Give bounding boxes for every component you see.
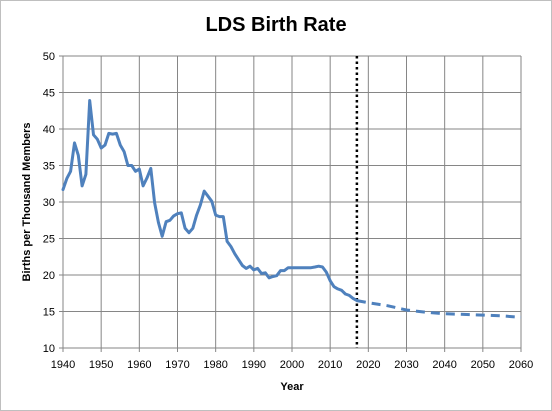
gridlines — [62, 55, 522, 349]
x-tick-label: 1990 — [242, 359, 266, 371]
x-tick-label: 1980 — [203, 359, 227, 371]
x-tick-label: 1960 — [127, 359, 151, 371]
y-tick-label: 30 — [43, 197, 55, 209]
chart-title: LDS Birth Rate — [205, 14, 346, 36]
x-tick-label: 2010 — [318, 359, 342, 371]
y-tick-label: 20 — [43, 270, 55, 282]
x-tick-label: 2050 — [471, 359, 495, 371]
x-tick-labels: 1940 1950 1960 1970 1980 1990 2000 2010 2020 2030… — [51, 359, 533, 371]
y-tick-labels: 10 15 20 25 30 35 40 45 50 — [43, 51, 55, 355]
series-lines — [61, 99, 522, 319]
y-tick-label: 10 — [43, 343, 55, 355]
x-tick-label: 2000 — [280, 359, 304, 371]
y-tick-label: 25 — [43, 234, 55, 246]
x-tick-label: 2020 — [356, 359, 380, 371]
y-tick-label: 50 — [43, 51, 55, 63]
x-tick-label: 1950 — [89, 359, 113, 371]
projection-series-line — [356, 299, 522, 319]
x-tick-label: 2030 — [394, 359, 418, 371]
y-axis-title: Births per Thousand Members — [21, 123, 33, 282]
x-tick-label: 2040 — [432, 359, 456, 371]
axes — [59, 55, 522, 352]
x-tick-label: 2060 — [509, 359, 533, 371]
y-tick-label: 40 — [43, 124, 55, 136]
x-tick-label: 1970 — [165, 359, 189, 371]
y-tick-label: 35 — [43, 161, 55, 173]
x-axis-title: Year — [280, 381, 304, 393]
x-tick-label: 1940 — [51, 359, 75, 371]
y-tick-label: 45 — [43, 88, 55, 100]
historical-series-line — [61, 99, 359, 303]
y-tick-label: 15 — [43, 307, 55, 319]
